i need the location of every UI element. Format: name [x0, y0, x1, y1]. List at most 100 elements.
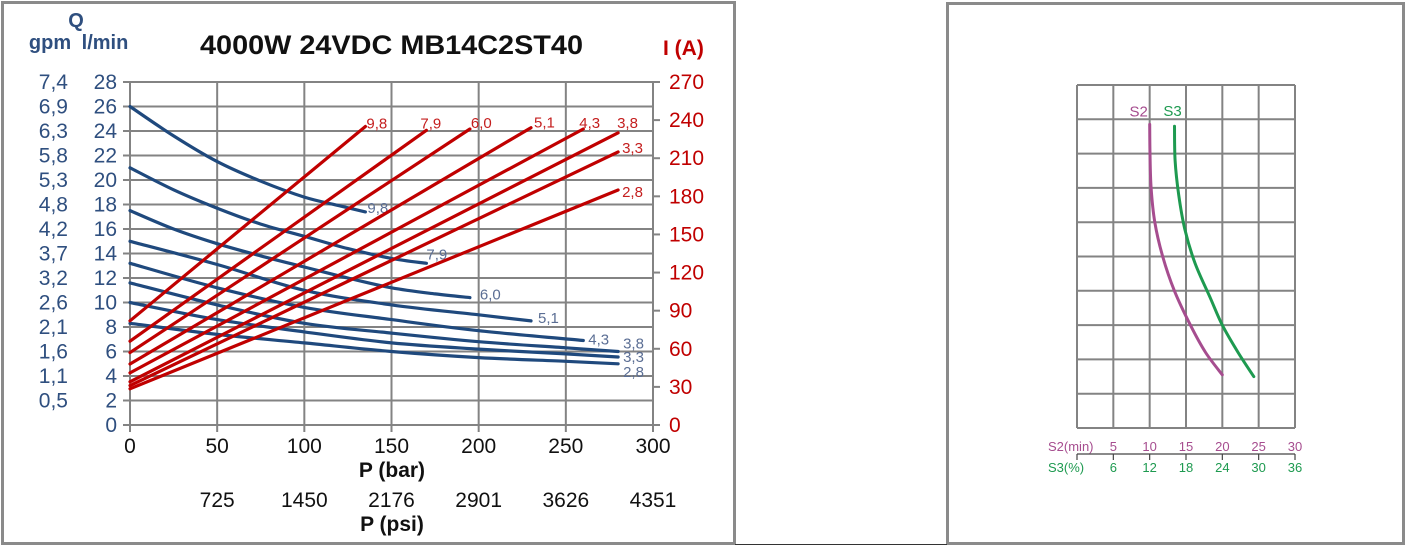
y-tick-label-gpm: 2,6 — [39, 292, 68, 315]
pump-performance-chart: 4000W 24VDC MB14C2ST40 Q gpm l/min I (A)… — [29, 10, 704, 536]
y-tick-label-lpm: 16 — [94, 218, 117, 241]
duty-curve-s3 — [1173, 124, 1256, 379]
duty-curve-label-s2: S2 — [1130, 103, 1148, 120]
duty-curve-label-s3: S3 — [1163, 103, 1181, 120]
current-curve-label-4-3: 4,3 — [579, 115, 600, 132]
y-tick-label-lpm: 22 — [94, 145, 117, 168]
x-tick-label-psi: 4351 — [630, 489, 677, 512]
y-tick-label-lpm: 12 — [94, 267, 117, 290]
flow-curve-label-5-1: 5,1 — [538, 310, 559, 327]
y2-tick-label-current: 180 — [669, 185, 704, 208]
x-tick-label-psi: 2901 — [455, 489, 502, 512]
duty-axis-title-s3-: S3(%) — [1048, 460, 1084, 475]
x-tick-label-bar: 100 — [287, 435, 322, 458]
current-curve-5-1 — [128, 126, 533, 366]
x-tick-label-psi: 3626 — [542, 489, 589, 512]
flow-curve-7-9 — [128, 166, 428, 265]
x-tick-label-bar: 50 — [205, 435, 228, 458]
x-tick-label-bar: 150 — [374, 435, 409, 458]
y-tick-label-gpm: 5,3 — [39, 169, 68, 192]
current-curve-label-5-1: 5,1 — [534, 115, 555, 132]
y-tick-label-gpm: 2,1 — [39, 316, 68, 339]
duty-tick-label-s2-min-: 5 — [1110, 439, 1117, 454]
y2-tick-label-current: 120 — [669, 262, 704, 285]
duty-tick-label-s2-min-: 30 — [1288, 439, 1302, 454]
y2-tick-label-current: 150 — [669, 223, 704, 246]
y-tick-label-gpm: 3,2 — [39, 267, 68, 290]
flow-axis-unit-gpm: gpm — [29, 32, 71, 54]
duty-tick-label-s3-: 30 — [1251, 460, 1265, 475]
duty-tick-label-s2-min-: 25 — [1251, 439, 1265, 454]
main-series: 9,87,96,05,14,3 3,83,32,89,8 7,9 6,0 5,1 4,3 3… — [128, 104, 644, 391]
duty-tick-label-s2-min-: 10 — [1142, 439, 1156, 454]
y-tick-label-gpm: 6,9 — [39, 96, 68, 119]
flow-axis-unit-lpm: l/min — [82, 32, 129, 54]
y-tick-label-gpm: 3,7 — [39, 243, 68, 266]
x-tick-label-bar: 250 — [548, 435, 583, 458]
current-curve-label-6-0: 6,0 — [471, 115, 492, 132]
y-tick-label-lpm: 0 — [105, 414, 117, 437]
current-curve-label-9-8: 9,8 — [366, 116, 387, 133]
main-axis-ticks: 0 507251001450150217620029012503626300435… — [39, 71, 704, 512]
y2-tick-label-current: 210 — [669, 147, 704, 170]
x-tick-label-bar: 300 — [635, 435, 670, 458]
current-curve-label-7-9: 7,9 — [420, 115, 441, 132]
chart-title: 4000W 24VDC MB14C2ST40 — [200, 30, 583, 60]
current-curve-label-2-8: 2,8 — [622, 184, 643, 201]
y2-tick-label-current: 60 — [669, 338, 692, 361]
y-tick-label-lpm: 26 — [94, 96, 117, 119]
current-curve-9-8 — [128, 124, 367, 323]
x-axis-title-psi: P (psi) — [360, 513, 424, 536]
flow-curve-label-4-3: 4,3 — [588, 332, 609, 349]
y2-tick-label-current: 240 — [669, 109, 704, 132]
duty-tick-label-s3-: 36 — [1288, 460, 1302, 475]
flow-curve-3-3 — [128, 300, 620, 359]
y-tick-label-lpm: 20 — [94, 169, 117, 192]
current-curve-label-3-3: 3,3 — [622, 140, 643, 157]
flow-curve-3-8 — [128, 281, 620, 354]
y2-tick-label-current: 30 — [669, 376, 692, 399]
y-tick-label-lpm: 8 — [105, 316, 117, 339]
y-tick-label-gpm: 0,5 — [39, 390, 68, 413]
flow-curve-6-0 — [128, 209, 472, 300]
y-tick-label-gpm: 5,8 — [39, 145, 68, 168]
current-curve-3-3 — [128, 150, 620, 388]
duty-tick-label-s3-: 24 — [1215, 460, 1229, 475]
duty-axis-title-s2-min-: S2(min) — [1048, 439, 1094, 454]
current-curve-6-0 — [128, 127, 472, 355]
y-tick-label-lpm: 10 — [94, 292, 117, 315]
y-tick-label-lpm: 4 — [105, 365, 117, 388]
y2-tick-label-current: 0 — [669, 414, 681, 437]
current-curve-4-3 — [128, 127, 585, 375]
flow-curve-label-7-9: 7,9 — [426, 246, 447, 263]
duty-tick-label-s3-: 6 — [1110, 460, 1117, 475]
x-tick-label-psi: 725 — [200, 489, 235, 512]
x-tick-label-psi: 1450 — [281, 489, 328, 512]
current-curve-2-8 — [128, 188, 620, 391]
flow-curve-label-6-0: 6,0 — [480, 287, 501, 304]
y-tick-label-gpm: 4,2 — [39, 218, 68, 241]
x-tick-label-psi: 2176 — [368, 489, 415, 512]
current-axis-title: I (A) — [663, 37, 704, 60]
flow-curve-9-8 — [128, 104, 367, 214]
current-curve-7-9 — [128, 128, 428, 343]
duty-tick-label-s3-: 12 — [1142, 460, 1156, 475]
y-tick-label-gpm: 7,4 — [39, 71, 69, 94]
duty-cycle-chart: S2(min) 5 10 15 20 25 30 S3(%) 6 12 18 24 30 36 S2 S3 — [1048, 84, 1302, 475]
x-axis-title-bar: P (bar) — [359, 459, 425, 482]
duty-curve-s2 — [1148, 122, 1224, 377]
y-tick-label-lpm: 6 — [105, 341, 117, 364]
y2-tick-label-current: 270 — [669, 71, 704, 94]
duty-grid — [1076, 84, 1296, 429]
x-tick-label-bar: 200 — [461, 435, 496, 458]
flow-curve-2-8 — [128, 321, 620, 366]
y2-tick-label-current: 90 — [669, 300, 692, 323]
duty-tick-label-s2-min-: 20 — [1215, 439, 1229, 454]
flow-curve-label-3-8: 3,8 — [623, 336, 644, 353]
y-tick-label-lpm: 14 — [94, 243, 118, 266]
y-tick-label-gpm: 1,1 — [39, 365, 68, 388]
y-tick-label-gpm: 6,3 — [39, 120, 68, 143]
flow-axis-symbol: Q — [68, 10, 84, 32]
y-tick-label-lpm: 24 — [94, 120, 118, 143]
